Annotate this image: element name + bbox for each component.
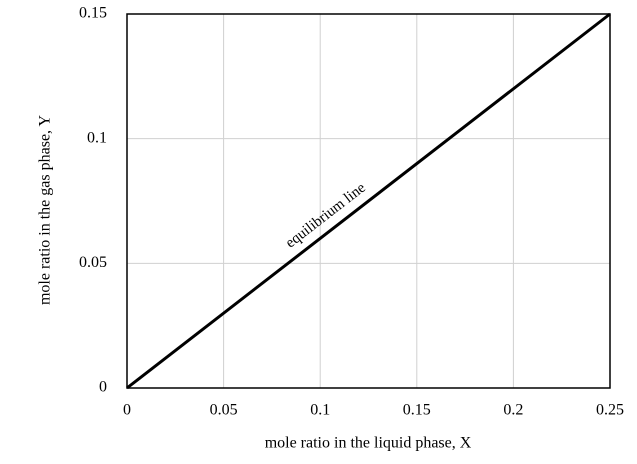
x-tick-label: 0.1 xyxy=(310,402,330,419)
x-tick-label: 0.25 xyxy=(596,402,624,419)
x-tick-label: 0.2 xyxy=(503,402,523,419)
x-tick-label: 0.15 xyxy=(403,402,431,419)
annotation: equilibrium line xyxy=(283,180,369,252)
y-tick-label: 0.05 xyxy=(79,254,107,271)
data-line xyxy=(126,12,611,390)
y-axis-title: mole ratio in the gas phase, Y xyxy=(37,115,54,305)
x-tick-label: 0 xyxy=(123,402,131,419)
y-tick-label: 0.1 xyxy=(87,129,107,146)
x-axis-title: mole ratio in the liquid phase, X xyxy=(265,435,472,452)
plot-frame xyxy=(126,13,611,389)
y-tick-label: 0 xyxy=(99,379,107,396)
y-tick-label: 0.15 xyxy=(79,5,107,22)
x-tick-label: 0.05 xyxy=(210,402,238,419)
